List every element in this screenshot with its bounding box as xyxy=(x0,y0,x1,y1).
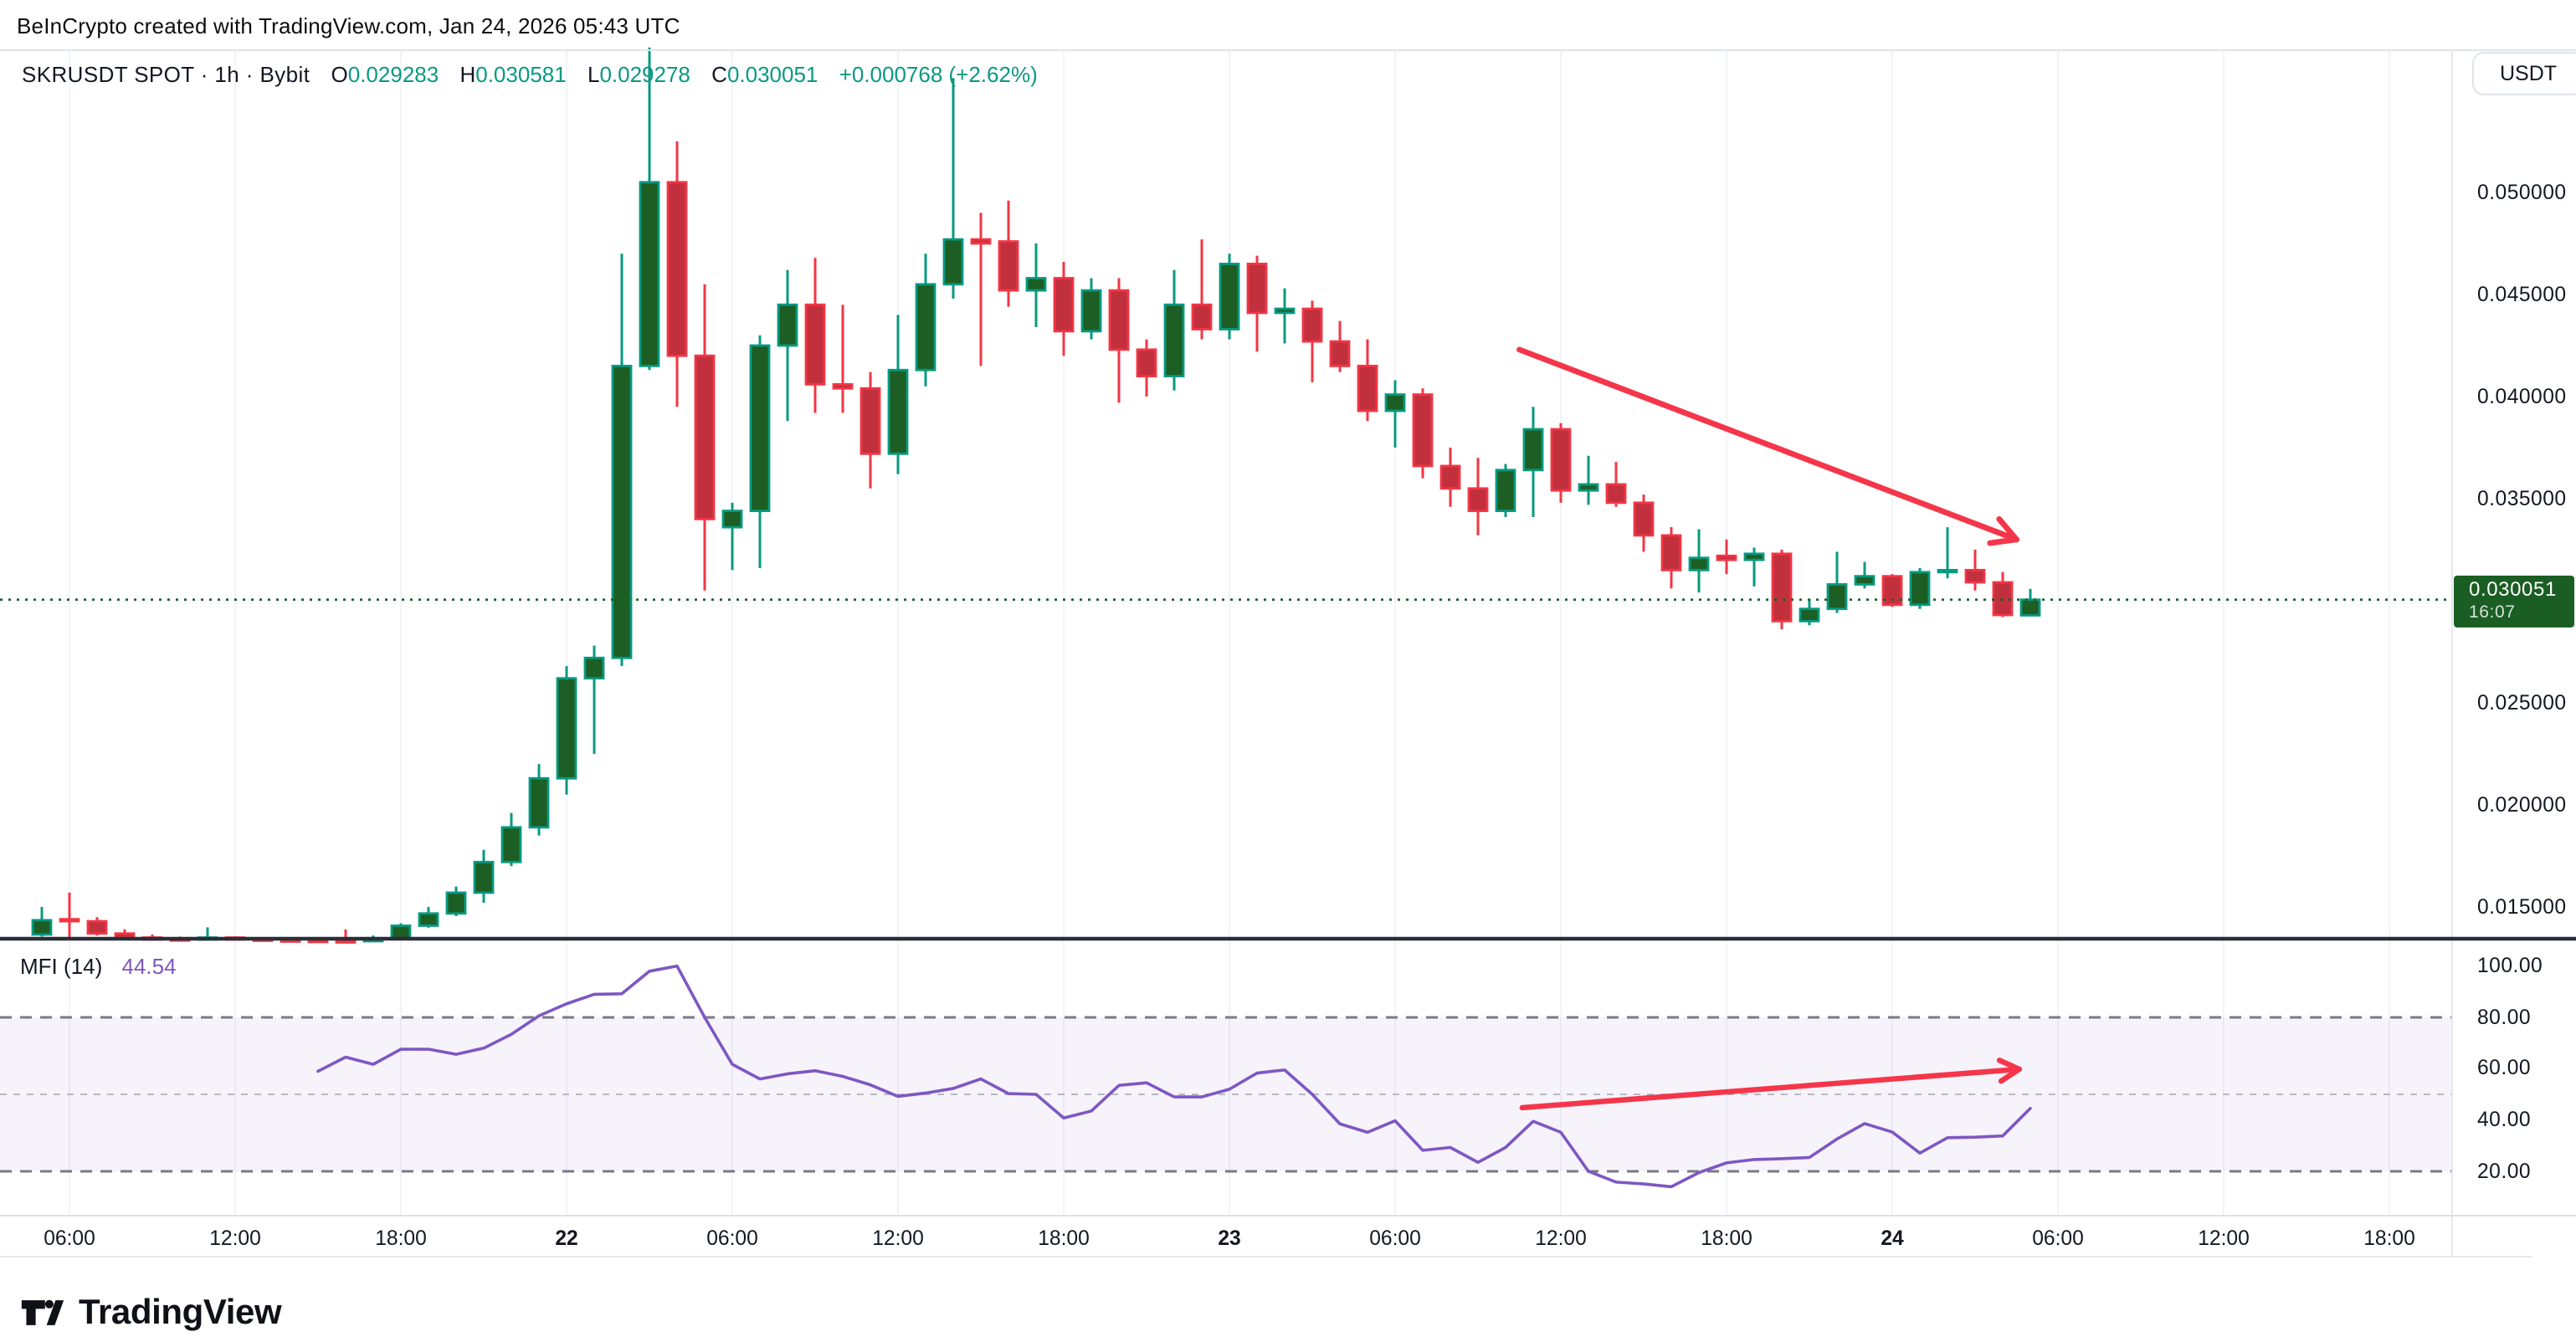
symbol-legend: SKRUSDT SPOT · 1h · Bybit O0.029283 H0.0… xyxy=(22,62,1038,87)
indicator-axis-label: 40.00 xyxy=(2477,1107,2532,1131)
indicator-axis-label: 80.00 xyxy=(2477,1005,2532,1028)
tradingview-logo-icon xyxy=(21,1299,64,1325)
time-axis-label: 18:00 xyxy=(2363,1227,2415,1250)
high-label: H xyxy=(459,62,476,87)
price-axis-label: 0.040000 xyxy=(2477,384,2567,407)
price-axis-label: 0.035000 xyxy=(2477,486,2567,510)
time-axis-label: 18:00 xyxy=(375,1227,427,1250)
open-label: O xyxy=(331,62,348,87)
close-label: C xyxy=(711,62,727,87)
time-axis-label: 23 xyxy=(1218,1227,1241,1250)
close-value: 0.030051 xyxy=(726,62,818,87)
price-axis-label: 0.050000 xyxy=(2477,180,2567,203)
price-axis-label: 0.025000 xyxy=(2477,690,2567,714)
low-label: L xyxy=(587,62,600,87)
time-axis-label: 12:00 xyxy=(872,1227,924,1250)
tradingview-logo-text: TradingView xyxy=(79,1293,282,1331)
price-axis-label: 0.015000 xyxy=(2477,894,2567,918)
open-value: 0.029283 xyxy=(347,62,439,87)
time-axis-label: 18:00 xyxy=(1038,1227,1090,1250)
attribution-header: BeInCrypto created with TradingView.com,… xyxy=(17,13,680,38)
price-axis-label: 0.045000 xyxy=(2477,282,2567,305)
tradingview-logo[interactable]: TradingView xyxy=(20,1290,282,1335)
indicator-axis-label: 60.00 xyxy=(2477,1056,2532,1080)
time-axis-label: 24 xyxy=(1881,1227,1904,1250)
high-value: 0.030581 xyxy=(475,62,567,87)
time-axis-label: 06:00 xyxy=(44,1227,95,1250)
time-axis-label: 06:00 xyxy=(1369,1227,1421,1250)
candle-countdown: 16:07 xyxy=(2469,602,2516,623)
time-axis-label: 06:00 xyxy=(706,1227,758,1250)
time-axis-label: 06:00 xyxy=(2032,1227,2084,1250)
time-axis-label: 22 xyxy=(555,1227,578,1250)
last-price-badge: 0.030051 16:07 xyxy=(2454,576,2574,628)
time-axis-label: 12:00 xyxy=(2198,1227,2250,1250)
price-axis-label: 0.020000 xyxy=(2477,792,2567,816)
time-axis-label: 18:00 xyxy=(1701,1227,1752,1250)
currency-toggle-button[interactable]: USDT xyxy=(2472,52,2576,95)
symbol-title[interactable]: SKRUSDT SPOT · 1h · Bybit xyxy=(22,62,310,87)
indicator-axis-label: 100.00 xyxy=(2477,953,2543,977)
time-axis-label: 12:00 xyxy=(209,1227,261,1250)
indicator-name[interactable]: MFI (14) xyxy=(20,954,103,979)
low-value: 0.029278 xyxy=(599,62,690,87)
indicator-legend: MFI (14) 44.54 xyxy=(20,954,177,979)
time-axis-label: 12:00 xyxy=(1535,1227,1587,1250)
last-price-value: 0.030051 xyxy=(2469,577,2557,602)
indicator-axis-label: 20.00 xyxy=(2477,1159,2532,1182)
indicator-value: 44.54 xyxy=(121,954,177,979)
change-value: +0.000768 (+2.62%) xyxy=(839,62,1038,87)
